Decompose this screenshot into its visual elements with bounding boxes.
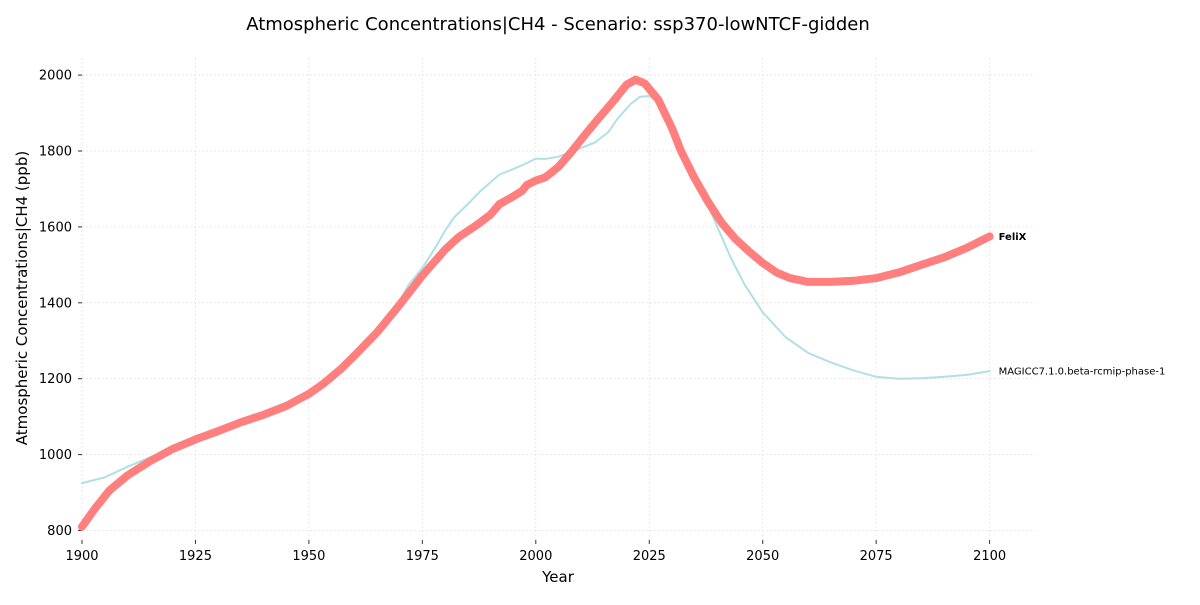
y-axis-label: Atmospheric Concentrations|CH4 (ppb) [13, 151, 31, 445]
x-tick-label: 1975 [406, 549, 439, 564]
series-labels: MAGICC7.1.0.beta-rcmip-phase-1 FeliX [999, 232, 1166, 378]
x-tick-label: 2075 [860, 549, 893, 564]
series-end-label-2: FeliX [999, 232, 1027, 243]
x-axis-label: Year [541, 568, 575, 586]
series-lines [78, 75, 994, 531]
y-tick-label: 1400 [39, 296, 72, 311]
chart-title: Atmospheric Concentrations|CH4 - Scenari… [246, 14, 870, 35]
x-tick-label: 1900 [65, 549, 98, 564]
x-tick-label: 1950 [292, 549, 325, 564]
x-tick-label: 2025 [633, 549, 666, 564]
axes: 1900 1925 1950 1975 2000 2025 2050 2075 2100 800 1… [39, 69, 1006, 564]
x-tick-label: 2000 [519, 549, 552, 564]
y-tick-label: 1200 [39, 372, 72, 387]
grid [81, 58, 1035, 540]
y-tick-label: 800 [47, 524, 72, 539]
y-tick-label: 1600 [39, 220, 72, 235]
series-end-label-1: MAGICC7.1.0.beta-rcmip-phase-1 [999, 367, 1166, 378]
x-tick-label: 2100 [973, 549, 1006, 564]
x-tick-label: 1925 [179, 549, 212, 564]
series-line-2 [78, 75, 994, 531]
y-tick-label: 2000 [39, 69, 72, 84]
y-tick-label: 1000 [39, 448, 72, 463]
y-tick-label: 1800 [39, 144, 72, 159]
x-tick-label: 2050 [746, 549, 779, 564]
